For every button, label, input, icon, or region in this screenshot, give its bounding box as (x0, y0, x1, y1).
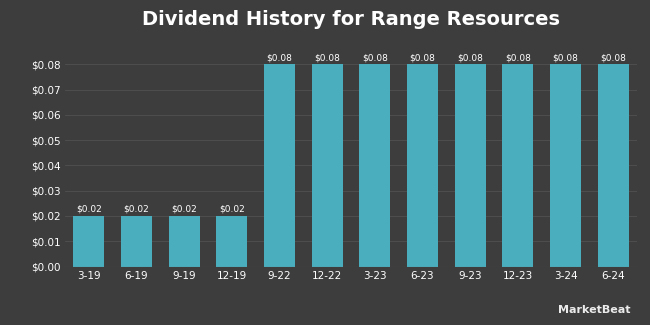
Text: $0.08: $0.08 (314, 53, 340, 62)
Text: $0.08: $0.08 (362, 53, 388, 62)
Bar (407, 64, 438, 266)
Text: $0.02: $0.02 (172, 205, 197, 214)
Bar (73, 216, 104, 266)
Text: $0.02: $0.02 (76, 205, 101, 214)
Bar (550, 64, 581, 266)
Text: $0.02: $0.02 (124, 205, 150, 214)
Bar (264, 64, 295, 266)
Title: Dividend History for Range Resources: Dividend History for Range Resources (142, 10, 560, 29)
Bar (216, 216, 247, 266)
Text: $0.08: $0.08 (410, 53, 436, 62)
Text: $0.02: $0.02 (219, 205, 244, 214)
Text: $0.08: $0.08 (505, 53, 531, 62)
Text: $0.08: $0.08 (552, 53, 578, 62)
Bar (311, 64, 343, 266)
Bar (598, 64, 629, 266)
Text: $0.08: $0.08 (600, 53, 626, 62)
Text: $0.08: $0.08 (457, 53, 483, 62)
Bar (169, 216, 200, 266)
Bar (454, 64, 486, 266)
Bar (502, 64, 534, 266)
Bar (359, 64, 390, 266)
Text: $0.08: $0.08 (266, 53, 292, 62)
Text: MarketBeat: MarketBeat (558, 305, 630, 315)
Bar (121, 216, 152, 266)
